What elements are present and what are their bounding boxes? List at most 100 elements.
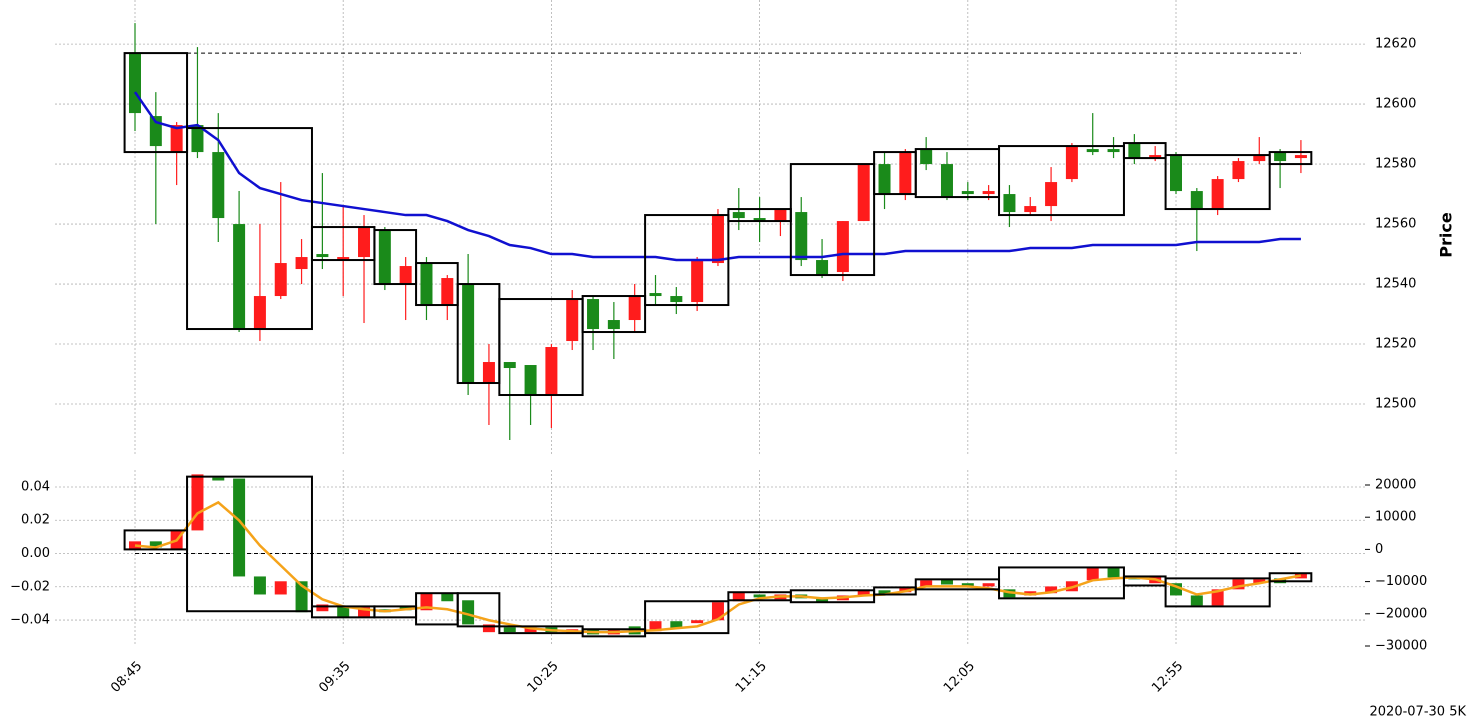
range-box xyxy=(1268,572,1313,583)
candle-body xyxy=(358,607,371,618)
y-tick-label: 0.04 xyxy=(21,479,50,494)
candle-body xyxy=(441,593,454,602)
range-box xyxy=(873,586,917,596)
candle-body xyxy=(836,221,849,273)
candle-body xyxy=(649,621,662,632)
candle-body xyxy=(191,474,204,531)
candle-body xyxy=(753,218,766,222)
candle-body xyxy=(774,209,787,222)
moving-average xyxy=(133,91,1301,262)
candle-body xyxy=(670,296,683,303)
candle-body xyxy=(212,477,225,481)
candle-body xyxy=(1190,191,1203,210)
x-tick-label: 12:05 xyxy=(941,659,978,696)
candle-body xyxy=(649,293,662,297)
range-box xyxy=(581,295,647,334)
candle-body xyxy=(899,152,912,195)
candle-body xyxy=(1045,586,1058,594)
candle-body xyxy=(961,191,974,195)
candle-body xyxy=(170,125,183,153)
candle-body xyxy=(1211,589,1224,606)
x-tick-label: 08:45 xyxy=(108,659,145,696)
candle-body xyxy=(1253,579,1266,584)
y-tick-label: 12500 xyxy=(1375,397,1416,412)
candle-body xyxy=(1128,143,1141,159)
candle-body xyxy=(1232,161,1245,180)
range-box xyxy=(186,475,313,613)
y-tick-label: 0.02 xyxy=(21,513,50,528)
y-tick-label: 0.00 xyxy=(21,546,50,561)
candle-body xyxy=(524,627,537,633)
candle-body xyxy=(482,362,495,384)
candle-body xyxy=(1003,194,1016,213)
candle-body xyxy=(920,580,933,587)
candle-body xyxy=(857,590,870,596)
range-box xyxy=(186,127,313,331)
range-box xyxy=(789,589,876,604)
range-box xyxy=(644,600,730,635)
candle-body xyxy=(1065,146,1078,180)
candle-body xyxy=(462,600,475,625)
y-tick-label: 12520 xyxy=(1375,337,1416,352)
candle-body xyxy=(274,581,287,595)
candle-body xyxy=(482,624,495,633)
candle-body xyxy=(1170,155,1182,192)
candle-body xyxy=(878,164,891,195)
candle-body xyxy=(212,152,225,219)
candle-body xyxy=(233,478,246,577)
candle-body xyxy=(129,53,141,114)
candle-body xyxy=(878,590,891,595)
candle-body xyxy=(149,541,162,548)
candle-body xyxy=(295,257,308,270)
y2-tick-label: 20000 xyxy=(1375,478,1416,493)
y-tick-label: 12580 xyxy=(1375,157,1416,172)
range-box xyxy=(1164,154,1271,211)
candle-body xyxy=(670,621,683,629)
candle-body xyxy=(940,164,953,198)
candle-body xyxy=(337,606,350,618)
candle-body xyxy=(1253,155,1266,162)
candle-body xyxy=(795,212,808,261)
candle-body xyxy=(503,627,516,633)
candle-body xyxy=(566,299,579,342)
y-tick-label: 12600 xyxy=(1375,97,1416,112)
candle-body xyxy=(295,581,308,613)
candle-body xyxy=(691,620,704,624)
candle-body xyxy=(1232,579,1245,590)
y2-tick-label: 0 xyxy=(1375,542,1383,557)
y2-tick-label: −10000 xyxy=(1375,574,1427,589)
candle-body xyxy=(1086,149,1099,153)
candle-body xyxy=(358,227,371,258)
x-tick-label: 09:35 xyxy=(316,659,353,696)
candle-body xyxy=(524,365,537,396)
range-box xyxy=(456,592,501,628)
candle-body xyxy=(732,592,745,602)
candle-body xyxy=(1211,179,1224,210)
candle-body xyxy=(1149,155,1162,159)
range-box xyxy=(1164,577,1271,608)
candle-body xyxy=(691,260,704,303)
candle-body xyxy=(420,593,433,611)
candle-body xyxy=(587,299,600,330)
y-axis-label: Price xyxy=(1437,212,1456,258)
moving-average xyxy=(134,500,1302,634)
y2-tick-label: −20000 xyxy=(1375,606,1427,621)
candle-body xyxy=(462,284,475,384)
candle-body xyxy=(732,212,745,219)
candle-body xyxy=(940,579,953,585)
y-tick-label: 12540 xyxy=(1375,277,1416,292)
candle-body xyxy=(628,296,641,321)
range-box xyxy=(644,214,730,307)
candle-body xyxy=(378,230,391,285)
candle-body xyxy=(1107,149,1120,153)
range-box xyxy=(998,145,1125,217)
range-box xyxy=(1268,151,1313,166)
y2-tick-label: 10000 xyxy=(1375,510,1416,525)
candle-body xyxy=(982,583,995,587)
x-tick-label: 12:55 xyxy=(1149,659,1186,696)
candle-body xyxy=(982,191,995,195)
y-tick-label: −0.02 xyxy=(10,579,50,594)
candle-body xyxy=(816,260,829,276)
candle-body xyxy=(129,541,141,550)
candle-body xyxy=(753,594,766,598)
